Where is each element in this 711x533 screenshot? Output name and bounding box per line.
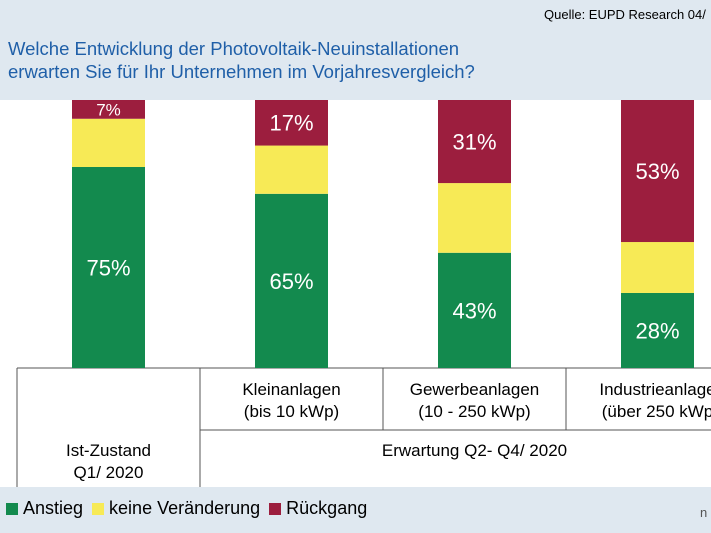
source-note: Quelle: EUPD Research 04/: [544, 7, 706, 22]
data-label: 75%: [86, 255, 130, 280]
data-label: 31%: [452, 129, 496, 154]
tick-label: (10 - 250 kWp): [418, 402, 530, 421]
bar-segment: [72, 118, 145, 167]
legend-swatch-rueckgang: [269, 502, 282, 515]
bar-segment: [72, 100, 145, 119]
legend-swatch-anstieg: [6, 502, 18, 515]
bar-segment: [621, 242, 694, 293]
bar-segment: [438, 100, 511, 184]
legend-label-anstieg: Anstieg: [23, 498, 84, 518]
bar-segment: [621, 292, 694, 368]
bar-segment: [255, 100, 328, 146]
data-label: 65%: [269, 269, 313, 294]
data-label: 43%: [452, 298, 496, 323]
legend-label-rueckgang: Rückgang: [286, 498, 368, 518]
data-label: 17%: [269, 111, 313, 136]
logo-fragment: n: [700, 505, 708, 520]
group-label: Ist-Zustand: [66, 441, 151, 460]
legend: Anstieg keine Veränderung Rückgang: [6, 498, 376, 519]
bar-segment: [438, 252, 511, 368]
tick-label: Gewerbeanlagen: [410, 380, 539, 399]
legend-item-anstieg: Anstieg: [6, 498, 83, 519]
group-label: Erwartung Q2- Q4/ 2020: [382, 441, 567, 460]
bar-segment: [255, 145, 328, 194]
data-label: 53%: [635, 159, 679, 184]
bar-segment: [255, 193, 328, 368]
bar-segment: [438, 183, 511, 253]
title-line-2: erwarten Sie für Ihr Unternehmen im Vorj…: [8, 61, 475, 82]
tick-label: (bis 10 kWp): [244, 402, 339, 421]
legend-item-keine-veraenderung: keine Veränderung: [92, 498, 260, 519]
tick-label: Industrieanlage: [599, 380, 711, 399]
group-label: Q1/ 2020: [74, 463, 144, 482]
legend-label-keine-veraenderung: keine Veränderung: [109, 498, 261, 518]
tick-label: Kleinanlagen: [242, 380, 340, 399]
legend-item-rueckgang: Rückgang: [269, 498, 367, 519]
chart-title: Welche Entwicklung der Photovoltaik-Neui…: [8, 37, 475, 83]
bar-segment: [72, 167, 145, 368]
tick-label: (über 250 kWp: [602, 402, 711, 421]
legend-swatch-keine-veraenderung: [92, 502, 105, 515]
data-label: 28%: [635, 318, 679, 343]
category-panel: [0, 368, 711, 487]
title-line-1: Welche Entwicklung der Photovoltaik-Neui…: [8, 38, 460, 59]
data-label: 7%: [96, 101, 121, 120]
bar-segment: [621, 100, 694, 243]
